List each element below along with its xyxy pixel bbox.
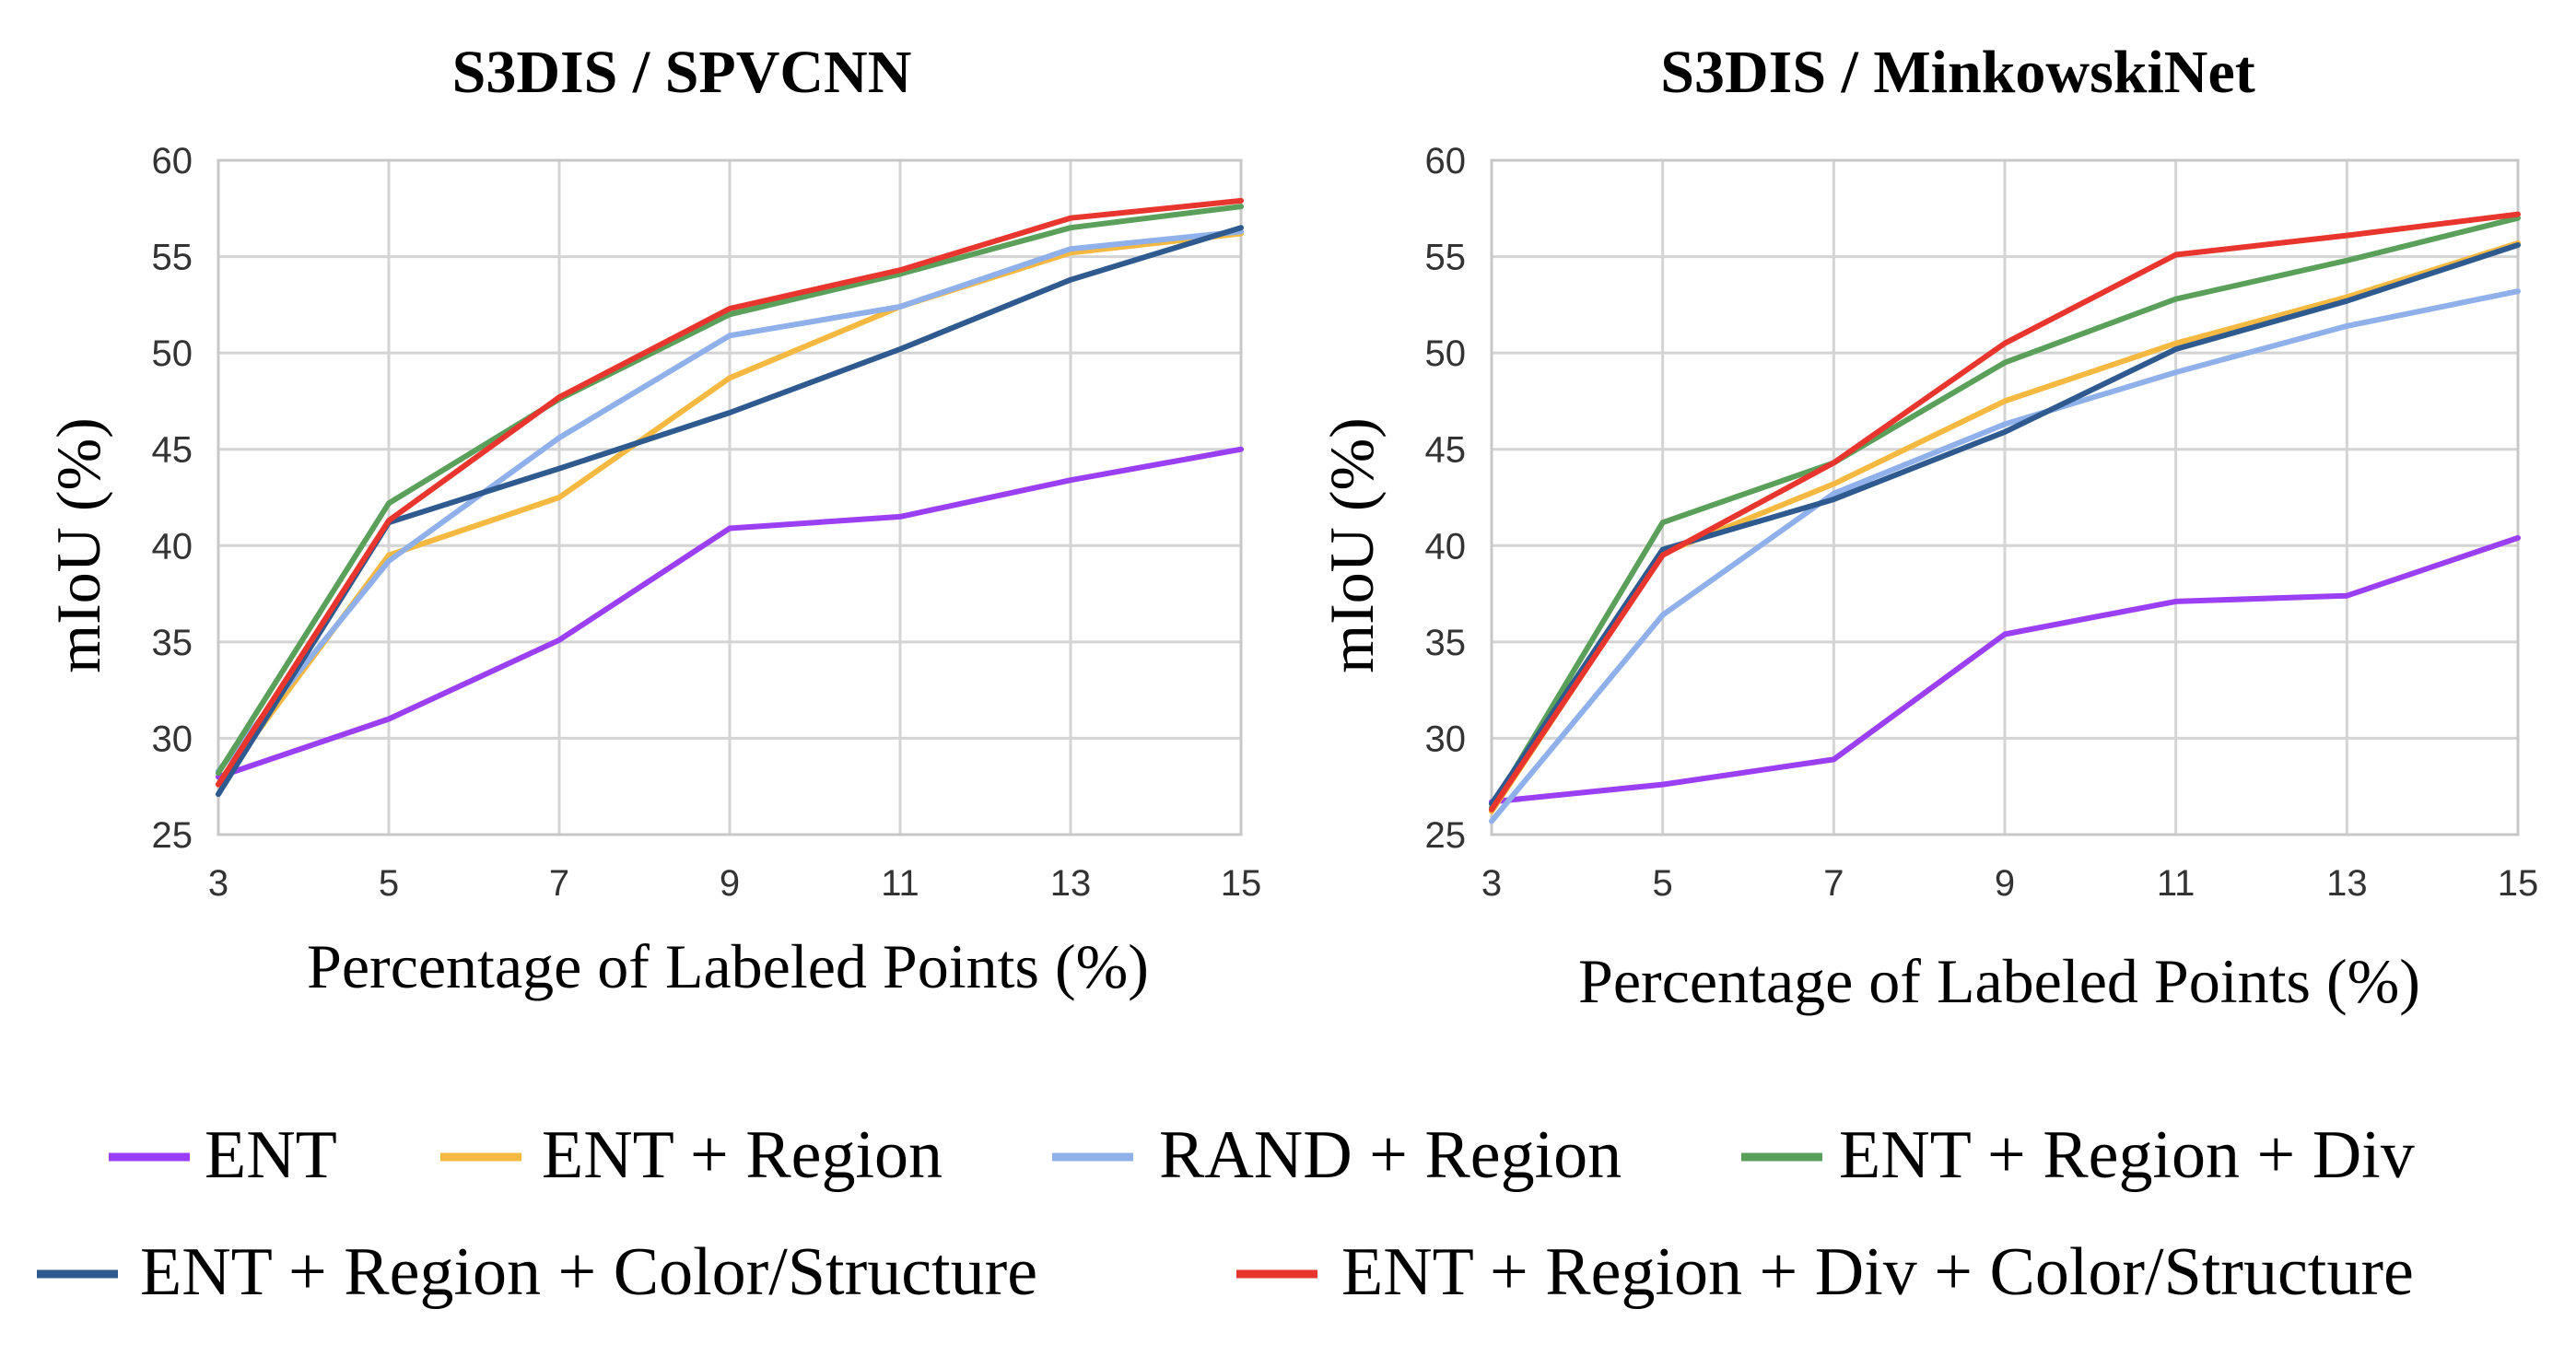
y-tick-label: 30: [1425, 719, 1467, 759]
legend-label: ENT + Region: [542, 1117, 943, 1193]
legend-label: ENT + Region + Div + Color/Structure: [1341, 1234, 2414, 1310]
x-tick-label: 9: [720, 863, 740, 904]
y-tick-label: 50: [1425, 333, 1467, 374]
y-tick-label: 60: [152, 141, 193, 181]
legend-item: ENT: [109, 1117, 337, 1193]
x-tick-label: 15: [1221, 863, 1262, 904]
series-line-1: [216, 446, 1244, 780]
legend-label: RAND + Region: [1159, 1117, 1622, 1193]
y-axis-label: mIoU (%): [43, 417, 113, 673]
legend-label: ENT + Region + Color/Structure: [140, 1234, 1037, 1310]
x-tick-label: 3: [208, 863, 228, 904]
chart-title: S3DIS / SPVCNN: [452, 39, 912, 106]
y-tick-label: 55: [152, 238, 193, 278]
x-tick-label: 7: [1823, 863, 1844, 904]
y-tick-label: 55: [1425, 238, 1467, 278]
x-tick-label: 7: [549, 863, 569, 904]
x-axis-label: Percentage of Labeled Points (%): [1578, 946, 2420, 1016]
y-tick-label: 45: [152, 430, 193, 471]
legend-item: ENT + Region: [440, 1117, 943, 1193]
x-tick-label: 3: [1481, 863, 1502, 904]
legend-label: ENT: [205, 1117, 337, 1193]
legend-item: ENT + Region + Color/Structure: [37, 1234, 1037, 1310]
x-tick-label: 11: [881, 863, 919, 904]
x-tick-label: 13: [2326, 863, 2368, 904]
x-axis-label: Percentage of Labeled Points (%): [307, 931, 1149, 1001]
series-line-4: [1489, 215, 2521, 811]
series-line-2: [216, 230, 1244, 788]
series-line-3: [1489, 288, 2521, 824]
x-tick-label: 5: [1653, 863, 1673, 904]
series-line-6: [216, 197, 1244, 788]
y-tick-label: 40: [1425, 526, 1467, 567]
y-axis-label: mIoU (%): [1317, 417, 1387, 673]
legend-item: RAND + Region: [1052, 1117, 1622, 1193]
series-line-3: [216, 228, 1244, 774]
y-tick-label: 60: [1425, 141, 1467, 181]
y-tick-label: 25: [1425, 815, 1467, 856]
x-tick-label: 11: [2157, 863, 2195, 904]
chart-title: S3DIS / MinkowskiNet: [1660, 39, 2254, 106]
legend-item: ENT + Region + Div + Color/Structure: [1236, 1234, 2414, 1310]
y-tick-label: 25: [152, 815, 193, 856]
series-line-4: [216, 204, 1244, 777]
series-line-1: [1489, 534, 2521, 805]
legend-label: ENT + Region + Div: [1839, 1117, 2415, 1193]
legend: ENT ENT + Region RAND + Region ENT + Region…: [37, 1117, 2415, 1310]
x-tick-label: 5: [379, 863, 399, 904]
y-tick-label: 40: [152, 526, 193, 567]
y-tick-label: 50: [152, 333, 193, 374]
plot-area: [217, 158, 1243, 836]
x-tick-label: 13: [1050, 863, 1092, 904]
y-tick-label: 35: [1425, 623, 1467, 663]
legend-item: ENT + Region + Div: [1741, 1117, 2415, 1193]
x-tick-label: 15: [2498, 863, 2539, 904]
y-tick-label: 30: [152, 719, 193, 759]
x-tick-label: 9: [1995, 863, 2015, 904]
series-line-6: [1489, 211, 2521, 812]
plot-area: [1490, 158, 2520, 836]
series-line-5: [1489, 242, 2521, 807]
y-tick-label: 35: [152, 623, 193, 663]
y-tick-label: 45: [1425, 430, 1467, 471]
